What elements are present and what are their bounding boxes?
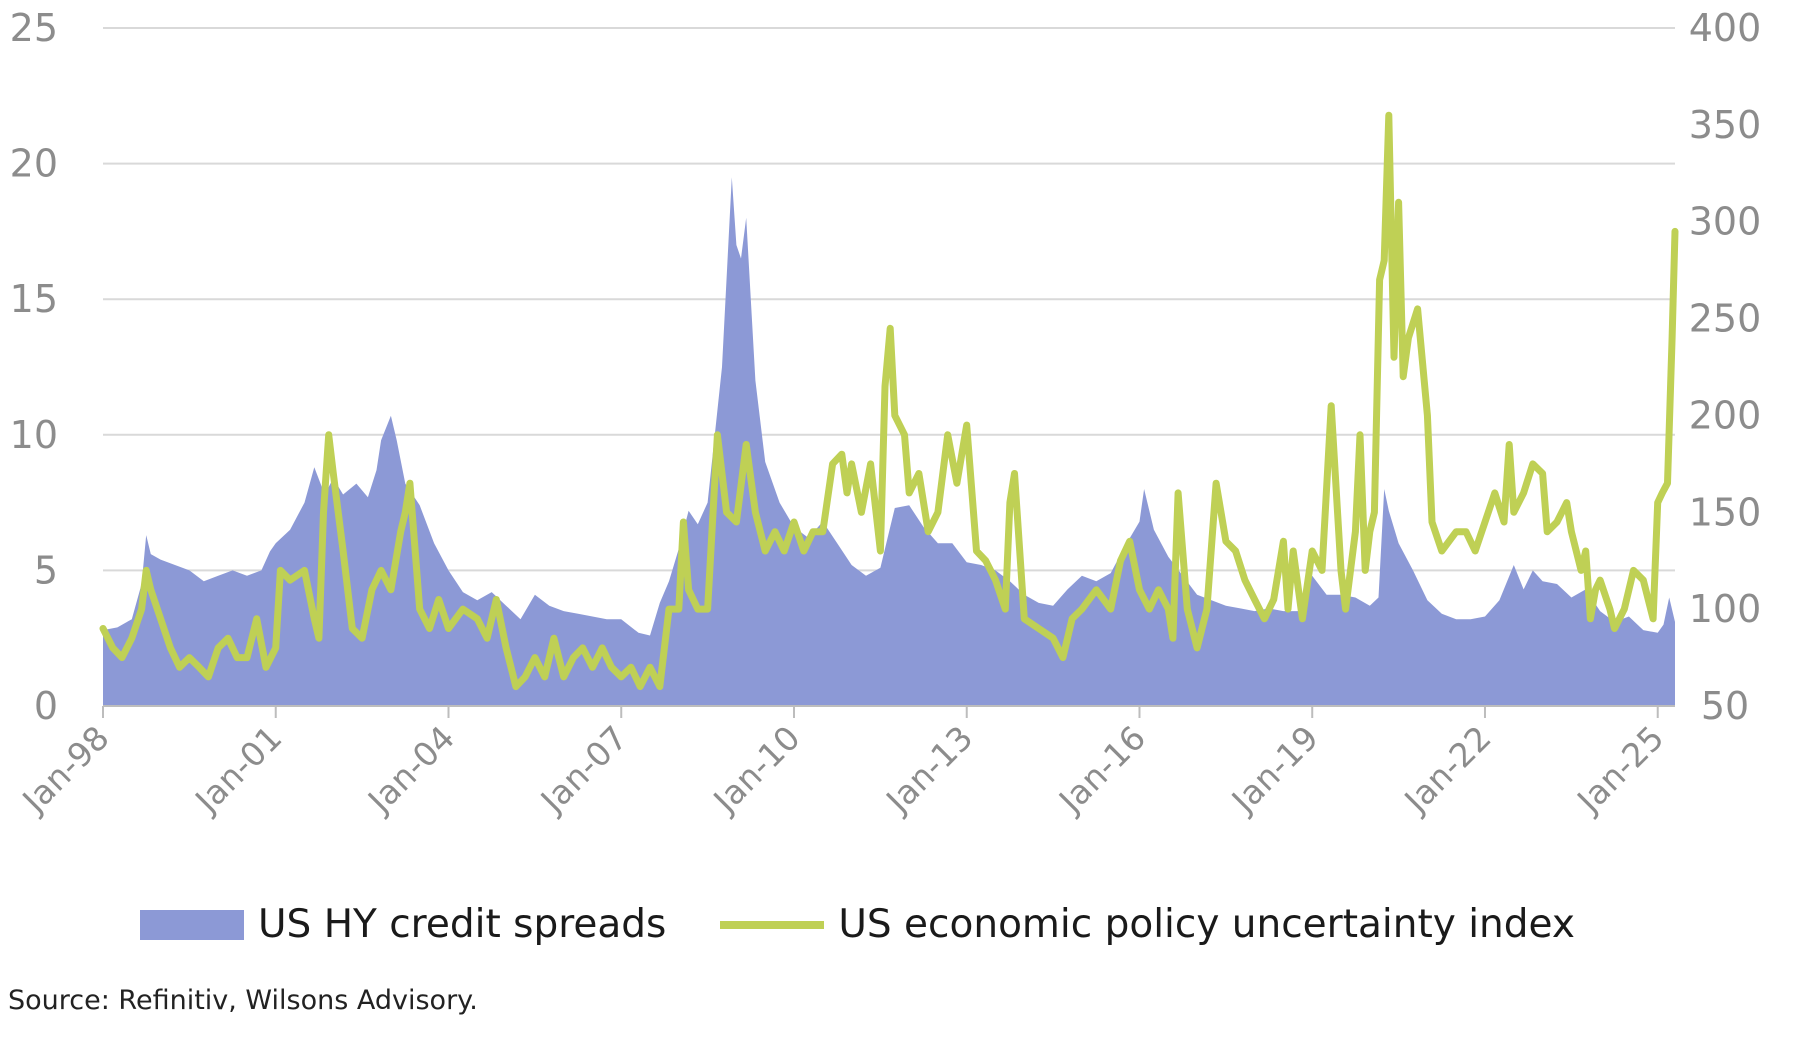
y-right-tick-label: 150 (1689, 490, 1762, 534)
y-left-tick-label: 10 (10, 413, 58, 457)
x-tick-label: Jan-98 (14, 718, 117, 821)
x-tick-label: Jan-13 (877, 718, 980, 821)
y-right-tick-label: 300 (1689, 200, 1762, 244)
legend-item-hy-spreads: US HY credit spreads (140, 902, 666, 947)
hy-spread-area (103, 177, 1675, 706)
legend-swatch-area (140, 909, 244, 940)
y-right-ticks: 50 100 150 200 250 300 350 400 (1689, 6, 1762, 728)
x-ticks: Jan-98 Jan-01 Jan-04 Jan-07 Jan-10 Jan-13 Jan-… (14, 706, 1671, 821)
y-right-tick-label: 100 (1689, 587, 1762, 631)
y-right-tick-label: 350 (1689, 103, 1762, 147)
x-tick-label: Jan-22 (1396, 718, 1499, 821)
y-left-tick-label: 0 (34, 684, 58, 728)
x-tick-label: Jan-16 (1050, 718, 1153, 821)
y-right-tick-label: 400 (1689, 6, 1762, 50)
y-right-tick-label: 50 (1701, 684, 1749, 728)
source-note: Source: Refinitiv, Wilsons Advisory. (8, 985, 478, 1016)
y-left-tick-label: 20 (10, 142, 58, 186)
y-right-tick-label: 250 (1689, 297, 1762, 341)
legend-item-uncertainty: US economic policy uncertainty index (720, 902, 1575, 947)
legend-swatch-line (720, 920, 825, 929)
legend-label-hy-spreads: US HY credit spreads (258, 902, 667, 947)
x-tick-label: Jan-04 (359, 718, 462, 821)
y-left-tick-label: 15 (10, 277, 58, 321)
x-tick-label: Jan-25 (1568, 718, 1671, 821)
y-right-tick-label: 200 (1689, 393, 1762, 437)
x-tick-label: Jan-07 (532, 718, 635, 821)
uncertainty-index-line (99, 111, 1679, 691)
x-tick-label: Jan-10 (705, 718, 808, 821)
y-left-ticks: 0 5 10 15 20 25 (10, 6, 58, 728)
x-tick-label: Jan-19 (1223, 718, 1326, 821)
y-left-tick-label: 25 (10, 6, 58, 50)
y-left-tick-label: 5 (34, 548, 58, 592)
x-tick-label: Jan-01 (186, 718, 289, 821)
legend: US HY credit spreads US economic policy … (140, 902, 1629, 947)
legend-label-uncertainty: US economic policy uncertainty index (838, 902, 1575, 947)
